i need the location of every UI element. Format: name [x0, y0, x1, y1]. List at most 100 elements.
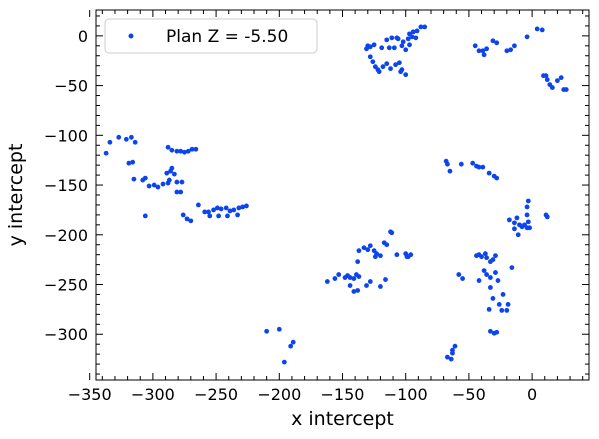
data-point: [264, 328, 270, 334]
data-point: [235, 212, 240, 218]
data-point: [365, 247, 371, 253]
data-point: [460, 276, 465, 281]
x-tick-label: −350: [68, 385, 112, 404]
data-point: [524, 212, 530, 218]
data-point: [490, 296, 496, 301]
data-point: [131, 176, 137, 182]
data-point: [418, 24, 424, 30]
data-point: [549, 85, 555, 90]
data-point: [184, 216, 190, 222]
data-point: [189, 146, 195, 152]
data-point: [447, 168, 453, 174]
y-tick-label: −50: [54, 77, 88, 96]
data-point: [456, 272, 462, 277]
data-point: [394, 35, 400, 41]
data-point: [367, 279, 373, 284]
x-tick-label: −250: [194, 385, 238, 404]
data-point: [407, 31, 412, 37]
data-point: [384, 242, 390, 248]
data-point: [486, 170, 492, 176]
data-point: [476, 164, 482, 170]
data-point: [479, 254, 484, 260]
data-point: [367, 44, 373, 50]
data-point: [361, 245, 367, 251]
data-point: [169, 165, 175, 171]
data-point: [123, 136, 129, 142]
data-point: [512, 43, 517, 49]
data-point: [558, 75, 564, 81]
data-point: [179, 179, 185, 185]
data-point: [206, 209, 211, 215]
data-point: [490, 257, 496, 263]
data-point: [347, 283, 353, 288]
data-point: [151, 182, 157, 188]
y-axis-label: y intercept: [5, 144, 27, 247]
data-point: [351, 289, 357, 294]
data-point: [512, 226, 517, 232]
data-point: [544, 77, 550, 83]
data-point: [142, 213, 148, 219]
data-point: [218, 206, 224, 212]
data-point: [126, 160, 132, 166]
data-point: [155, 184, 161, 190]
data-point: [527, 225, 532, 231]
data-point: [165, 144, 171, 150]
x-tick-label: −50: [452, 385, 486, 404]
data-point: [525, 198, 531, 204]
data-point: [223, 205, 229, 211]
legend-label: Plan Z = -5.50: [166, 27, 288, 47]
data-point: [476, 278, 482, 283]
data-point: [414, 28, 420, 34]
data-point: [347, 275, 353, 280]
data-point: [445, 161, 450, 167]
data-point: [405, 36, 411, 42]
data-point: [178, 189, 184, 195]
data-point: [384, 37, 390, 43]
x-tick-label: −200: [257, 385, 301, 404]
data-point: [160, 181, 166, 187]
data-point: [488, 275, 493, 280]
data-point: [470, 160, 476, 166]
data-point: [372, 254, 378, 260]
data-point: [458, 161, 464, 167]
data-point: [407, 42, 412, 48]
data-point: [178, 148, 184, 154]
data-point: [389, 230, 395, 236]
y-tick-label: −250: [44, 276, 88, 295]
y-tick-label: −150: [44, 176, 88, 195]
data-point: [351, 276, 357, 281]
y-tick-label: −200: [44, 226, 88, 245]
data-point: [452, 343, 458, 349]
data-point: [171, 171, 177, 177]
data-point: [240, 204, 246, 210]
data-point: [494, 329, 500, 335]
data-point: [484, 272, 490, 277]
data-point: [493, 270, 498, 275]
data-point: [371, 42, 377, 48]
data-point: [391, 45, 397, 51]
data-point: [508, 47, 514, 53]
data-point: [195, 202, 201, 208]
data-point: [515, 232, 521, 238]
data-point: [180, 212, 186, 218]
data-point: [482, 251, 488, 257]
x-tick-label: −100: [384, 385, 428, 404]
data-point: [403, 72, 409, 78]
data-point: [364, 283, 369, 288]
data-point: [504, 307, 510, 313]
data-point: [174, 179, 180, 185]
data-point: [324, 279, 330, 284]
data-point: [509, 265, 515, 271]
data-point: [169, 147, 175, 153]
data-point: [146, 183, 152, 189]
y-tick-label: 0: [78, 27, 88, 46]
data-point: [490, 38, 496, 44]
data-point: [539, 27, 545, 33]
data-point: [166, 177, 172, 183]
data-point: [393, 62, 398, 68]
data-point: [332, 276, 338, 281]
data-point: [544, 214, 550, 220]
data-point: [244, 203, 249, 209]
data-point: [413, 35, 419, 41]
